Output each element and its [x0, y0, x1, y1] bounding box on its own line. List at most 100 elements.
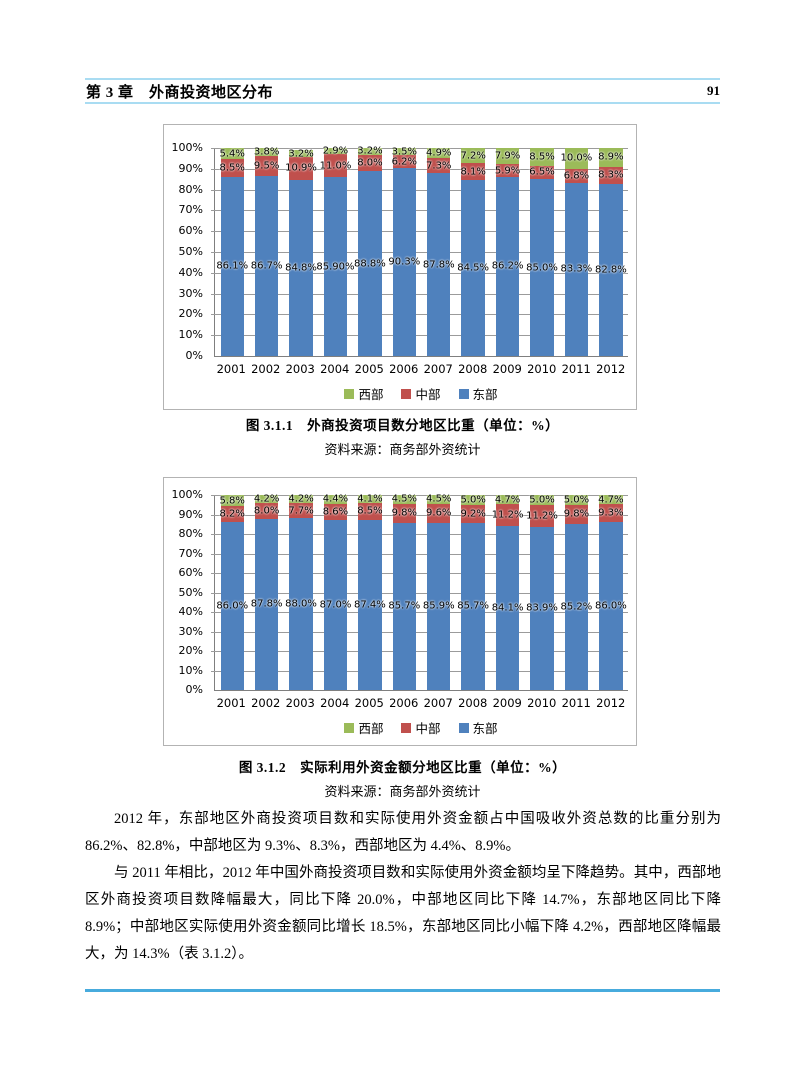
- bar-segment-东部: 86.7%: [251, 175, 283, 356]
- data-label: 83.3%: [560, 263, 593, 275]
- y-tick-label: 70%: [178, 203, 203, 217]
- x-tick-label: 2012: [596, 696, 626, 710]
- bar-segment-中部: 8.3%: [598, 166, 624, 184]
- bar-segment-西部: 3.5%: [392, 146, 417, 157]
- stacked-bar: 3.2% 8.0% 88.8%: [354, 146, 386, 356]
- data-label: 11.2%: [526, 510, 558, 522]
- x-tick-label: 2009: [492, 362, 522, 376]
- bar-segment-中部: 7.7%: [288, 503, 314, 519]
- bar-column: 3.2% 10.9% 84.8%: [284, 148, 318, 356]
- data-label: 4.1%: [357, 493, 383, 505]
- x-tick-label: 2012: [596, 362, 626, 376]
- chapter-title: 第 3 章 外商投资地区分布: [86, 85, 274, 101]
- bar-segment-中部: 8.5%: [219, 159, 245, 177]
- bar-segment-中部: 9.5%: [253, 155, 280, 176]
- bars-row: 5.8% 8.2% 86.0% 4.2% 8.0% 87.8% 4.2% 7.7% 88.0% 4…: [215, 493, 628, 690]
- data-label: 8.1%: [460, 166, 486, 178]
- data-label: 5.4%: [219, 148, 245, 160]
- data-label: 11.0%: [319, 160, 352, 172]
- y-tick-label: 20%: [178, 644, 203, 657]
- data-label: 4.2%: [253, 493, 280, 505]
- data-label: 7.3%: [426, 160, 452, 172]
- data-label: 7.2%: [460, 150, 486, 162]
- bar-segment-东部: 85.2%: [561, 523, 592, 690]
- data-label: 84.5%: [457, 262, 490, 274]
- y-tick-label: 50%: [178, 585, 203, 599]
- legend-label: 西部: [358, 388, 384, 402]
- data-label: 8.5%: [529, 151, 555, 163]
- y-tick-label: 30%: [178, 286, 203, 300]
- legend-item: 中部: [401, 718, 441, 737]
- x-tick-label: 2009: [492, 696, 522, 710]
- stacked-bar: 4.7% 9.3% 86.0%: [595, 494, 627, 690]
- stacked-bar: 5.0% 11.2% 83.9%: [526, 494, 558, 690]
- data-label: 9.8%: [391, 507, 418, 519]
- bar-segment-西部: 5.0%: [460, 495, 485, 506]
- bar-segment-西部: 5.8%: [220, 495, 245, 507]
- data-label: 6.8%: [563, 170, 590, 182]
- data-label: 83.9%: [526, 602, 558, 614]
- plot-area: 5.8% 8.2% 86.0% 4.2% 8.0% 87.8% 4.2% 7.7% 88.0% 4…: [211, 493, 628, 691]
- bar-segment-西部: 7.2%: [460, 148, 486, 164]
- gridline: [211, 534, 628, 535]
- stacked-bar: 5.0% 9.2% 85.7%: [457, 495, 489, 690]
- bar-segment-西部: 4.1%: [357, 493, 383, 505]
- x-tick-label: 2004: [320, 362, 350, 376]
- gridline: [211, 210, 628, 212]
- data-label: 6.5%: [529, 166, 555, 178]
- gridline: [211, 314, 628, 316]
- bar-segment-东部: 84.1%: [492, 526, 523, 690]
- footer-rule: [85, 989, 720, 992]
- stacked-bar: 3.5% 6.2% 90.3%: [388, 146, 420, 356]
- x-axis: 2001 2002 2003 2004 2005 2006 2007 2008 2009 2010…: [214, 696, 628, 710]
- y-axis: 100% 90% 80% 70% 60% 50% 40% 30% 20% 10% 0%: [164, 141, 210, 362]
- legend-item: 东部: [458, 718, 498, 737]
- data-label: 90.3%: [388, 256, 421, 268]
- legend: 西部 中部 东部: [214, 384, 628, 403]
- legend-label: 东部: [472, 388, 498, 402]
- stacked-bar: 5.0% 9.8% 85.2%: [561, 494, 592, 690]
- bar-segment-西部: 4.5%: [391, 493, 418, 505]
- y-tick-label: 10%: [178, 328, 203, 342]
- bar-column: 8.9% 8.3% 82.8%: [594, 148, 628, 356]
- header-bottom-rule: [85, 102, 720, 104]
- bar-segment-东部: 85.7%: [457, 522, 489, 690]
- data-label: 84.1%: [491, 602, 524, 614]
- data-label: 87.4%: [354, 599, 386, 611]
- stacked-bar: 4.2% 7.7% 88.0%: [285, 494, 317, 690]
- legend-item: 东部: [458, 384, 498, 403]
- x-tick-label: 2001: [216, 362, 246, 376]
- data-label: 86.1%: [216, 260, 249, 272]
- stacked-bar: 3.8% 9.5% 86.7%: [251, 146, 283, 356]
- data-label: 3.2%: [288, 148, 314, 160]
- bar-segment-东部: 83.3%: [561, 182, 592, 356]
- data-label: 11.2%: [491, 509, 524, 521]
- bar-segment-中部: 9.2%: [460, 504, 486, 523]
- bar-column: 7.2% 8.1% 84.5%: [456, 148, 490, 356]
- data-label: 9.5%: [253, 160, 280, 172]
- data-label: 8.5%: [219, 162, 245, 174]
- legend-label: 西部: [358, 722, 384, 736]
- bar-segment-中部: 11.2%: [492, 504, 523, 527]
- y-tick-label: 30%: [178, 624, 203, 638]
- bar-column: 4.2% 8.0% 87.8%: [249, 493, 283, 690]
- stacked-bar: 5.8% 8.2% 86.0%: [216, 495, 248, 690]
- data-label: 4.7%: [494, 494, 521, 506]
- data-label: 5.9%: [494, 165, 521, 177]
- y-tick-label: 40%: [178, 605, 203, 618]
- legend-swatch: [344, 722, 355, 733]
- data-label: 85.2%: [560, 601, 593, 613]
- bar-segment-西部: 7.9%: [495, 148, 520, 165]
- y-tick-label: 70%: [178, 546, 203, 560]
- data-label: 9.6%: [426, 507, 452, 519]
- data-label: 85.90%: [316, 261, 355, 273]
- bar-column: 4.5% 9.6% 85.9%: [422, 494, 456, 690]
- bar-segment-中部: 11.2%: [526, 504, 558, 527]
- data-label: 8.3%: [598, 169, 624, 181]
- bar-segment-东部: 88.8%: [354, 171, 386, 356]
- data-label: 4.5%: [391, 493, 418, 505]
- bar-segment-东部: 85.0%: [526, 179, 558, 356]
- bar-segment-西部: 3.8%: [254, 146, 279, 157]
- gridline: [211, 670, 628, 672]
